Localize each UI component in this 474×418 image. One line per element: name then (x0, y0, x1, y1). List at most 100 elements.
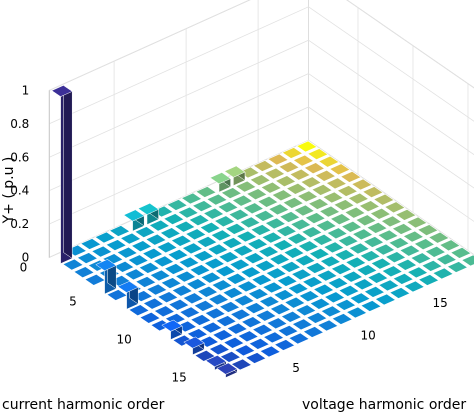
floor-tile (175, 221, 195, 232)
floor-tile (280, 211, 300, 222)
floor-tile (296, 305, 316, 316)
z-tick-label: 0.8 (10, 117, 29, 131)
floor-tile (237, 281, 257, 292)
floor-tile (85, 274, 105, 285)
floor-tile (171, 235, 191, 246)
floor-tile (197, 286, 217, 297)
floor-tile (371, 258, 391, 269)
floor-tile (181, 193, 201, 204)
floor-tile (202, 322, 222, 333)
floor-tile (404, 281, 424, 292)
floor-tile (390, 287, 410, 298)
floor-tile (381, 216, 401, 227)
floor-tile (364, 286, 384, 297)
floor-tile (368, 272, 388, 283)
floor-tile (92, 246, 112, 257)
bar-side-face (63, 85, 72, 258)
floor-tile (207, 194, 227, 205)
floor-tile (142, 248, 162, 259)
floor-tile (298, 241, 318, 252)
floor-tile (227, 323, 247, 334)
floor-tile (307, 312, 327, 323)
floor-tile (414, 239, 434, 250)
floor-tile (194, 300, 214, 311)
bar (210, 173, 230, 193)
floor-tile (241, 317, 261, 328)
floor-tile (319, 156, 339, 167)
floor-tile (178, 207, 198, 218)
floor-tile (161, 278, 181, 289)
floor-tile (222, 237, 242, 248)
floor-tile (352, 229, 372, 240)
floor-tile (269, 254, 289, 265)
floor-tile (258, 246, 278, 257)
floor-tile (330, 214, 350, 225)
x-tick-label: 10 (360, 328, 375, 342)
floor-tile (335, 249, 355, 260)
floor-tile (313, 234, 333, 245)
floor-tile (326, 178, 346, 189)
floor-tile (263, 332, 283, 343)
floor-tile (321, 306, 341, 317)
floor-tile (436, 254, 456, 265)
floor-tile (272, 190, 292, 201)
floor-tile (293, 155, 313, 166)
floor-tile (249, 338, 269, 349)
floor-tile (251, 224, 271, 235)
floor-tile (279, 162, 299, 173)
floor-tile (263, 282, 283, 293)
floor-tile (268, 154, 288, 165)
floor-tile (260, 346, 280, 357)
floor-tile (243, 203, 263, 214)
floor-tile (352, 179, 372, 190)
floor-tile (179, 257, 199, 268)
floor-tile (302, 277, 322, 288)
floor-tile (375, 294, 395, 305)
floor-tile (232, 195, 252, 206)
floor-tile (229, 209, 249, 220)
floor-tile (273, 240, 293, 251)
floor-tile (277, 275, 297, 286)
floor-tile (440, 240, 460, 251)
floor-tile (218, 202, 238, 213)
floor-tile (418, 225, 438, 236)
floor-tile (230, 309, 250, 320)
floor-tile (205, 308, 225, 319)
floor-tile (346, 257, 366, 268)
floor-tile (313, 284, 333, 295)
floor-tile (157, 242, 177, 253)
floor-tile (367, 222, 387, 233)
floor-tile (180, 307, 200, 318)
floor-tile (370, 208, 390, 219)
floor-tile (275, 176, 295, 187)
floor-tile (196, 186, 216, 197)
floor-tile (418, 274, 438, 285)
floor-tile (192, 201, 212, 212)
y-axis-label: current harmonic order (2, 397, 165, 413)
floor-tile (164, 214, 184, 225)
floor-tile (201, 272, 221, 283)
x-tick-label: 5 (292, 361, 300, 375)
floor-tile (81, 238, 101, 249)
floor-tile (297, 191, 317, 202)
floor-tile (360, 251, 380, 262)
z-gridline (49, 0, 474, 95)
floor-tile (182, 243, 202, 254)
floor-tile (337, 185, 357, 196)
floor-tile (346, 307, 366, 318)
floor-tile (226, 273, 246, 284)
floor-tile (236, 231, 256, 242)
floor-tile (254, 210, 274, 221)
floor-tile (150, 270, 170, 281)
floor-tile (213, 330, 233, 341)
floor-tile (392, 223, 412, 234)
floor-tile (290, 169, 310, 180)
floor-tile (407, 267, 427, 278)
floor-tile (318, 320, 338, 331)
floor-tile (172, 285, 192, 296)
floor-tile (153, 256, 173, 267)
floor-tile (363, 236, 383, 247)
floor-tile (324, 242, 344, 253)
floor-tile (190, 265, 210, 276)
floor-tile (274, 339, 294, 350)
